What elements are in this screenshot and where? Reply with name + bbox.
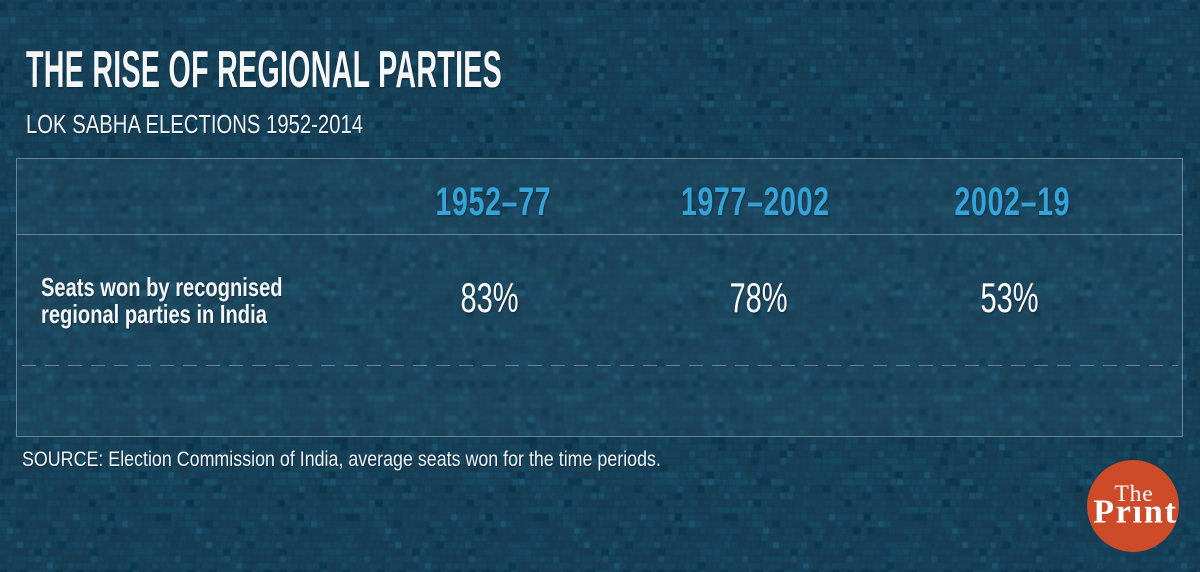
svg-text:The: The (1115, 481, 1154, 507)
svg-text:Prınt: Prınt (1093, 493, 1178, 530)
